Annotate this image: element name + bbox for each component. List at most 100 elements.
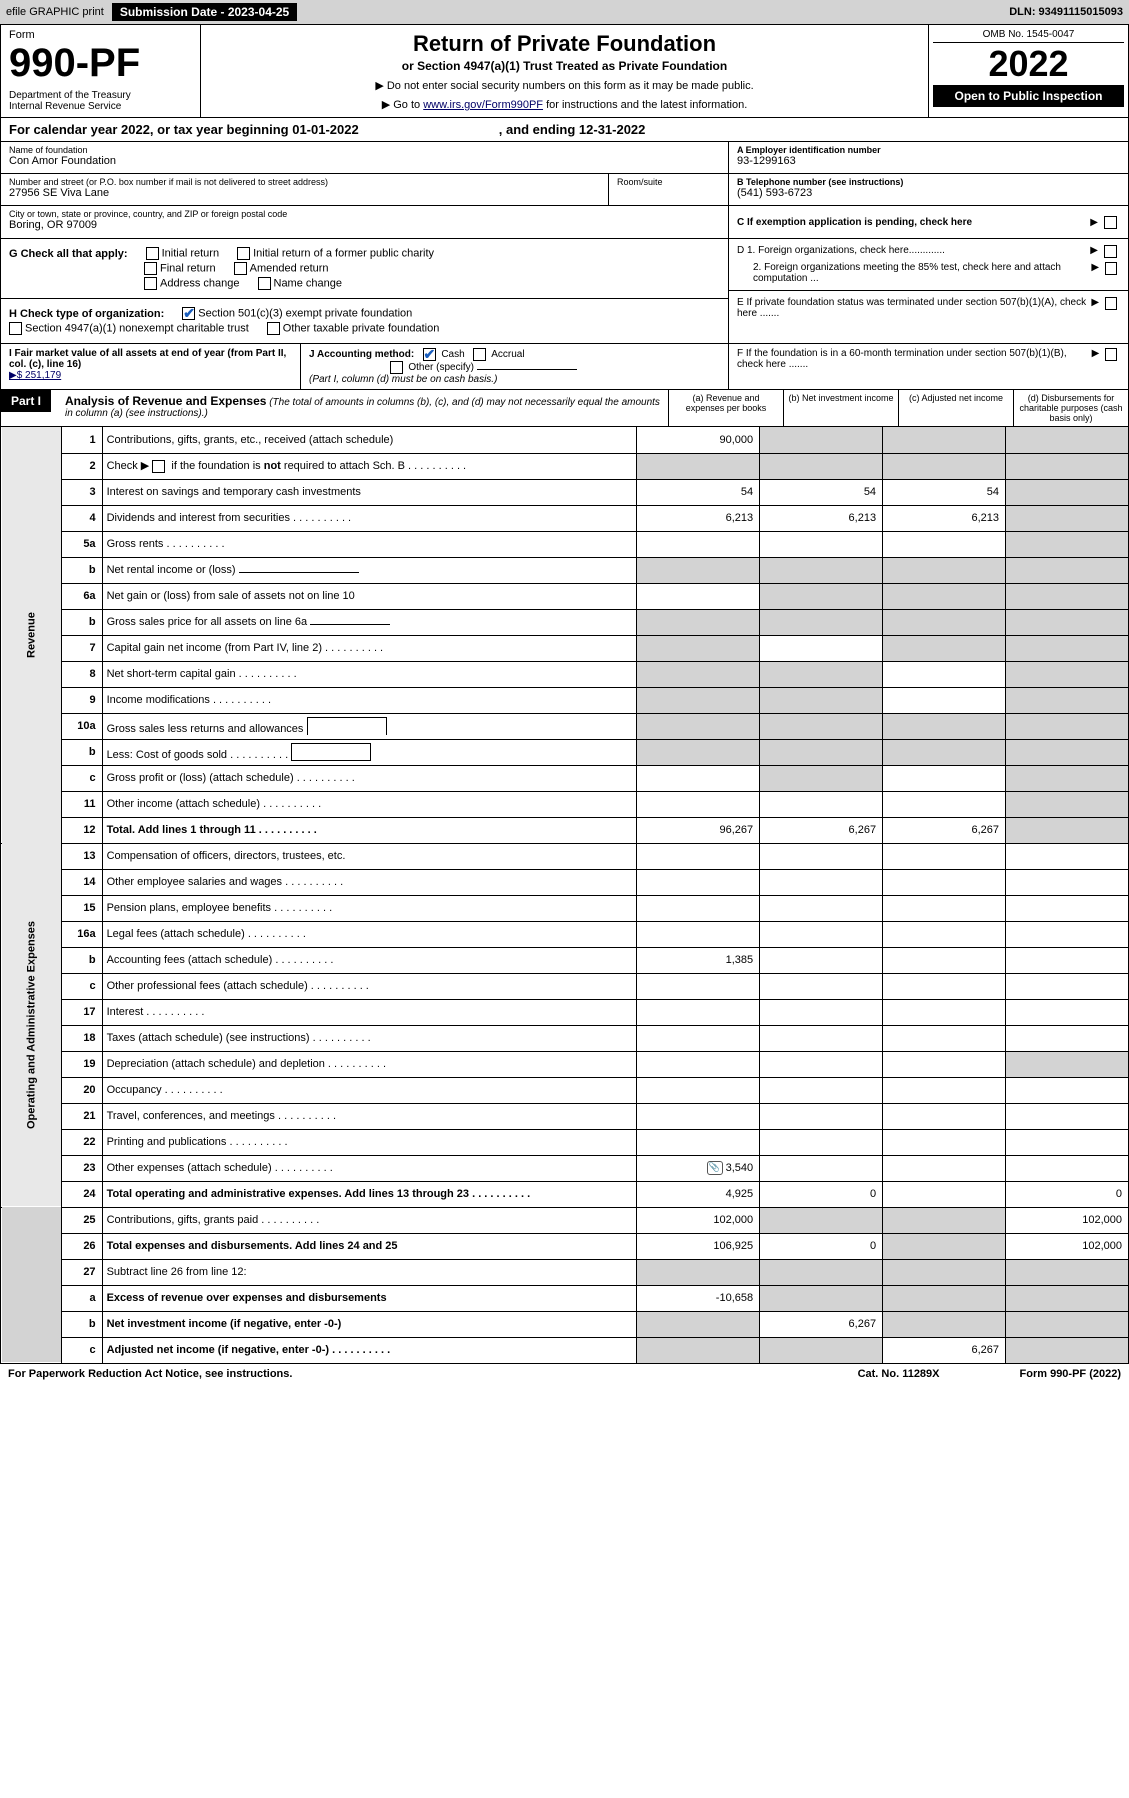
table-row: 11Other income (attach schedule) <box>1 791 1129 817</box>
table-row: 5aGross rents <box>1 531 1129 557</box>
exemption-pending-label: C If exemption application is pending, c… <box>737 217 972 228</box>
top-bar: efile GRAPHIC print Submission Date - 20… <box>0 0 1129 24</box>
accrual-cb[interactable] <box>473 348 486 361</box>
tax-year: 2022 <box>933 43 1124 85</box>
page-footer: For Paperwork Reduction Act Notice, see … <box>0 1364 1129 1384</box>
table-row: 8Net short-term capital gain <box>1 661 1129 687</box>
initial-return-cb[interactable] <box>146 247 159 260</box>
60month-cb[interactable] <box>1105 348 1117 361</box>
d2-label: 2. Foreign organizations meeting the 85%… <box>753 262 1091 284</box>
arrow-icon: ▶ <box>1091 262 1099 273</box>
name-label: Name of foundation <box>9 145 720 155</box>
form-ref: Form 990-PF (2022) <box>1020 1368 1121 1380</box>
g-label: G Check all that apply: <box>9 248 128 260</box>
d1-label: D 1. Foreign organizations, check here..… <box>737 245 945 256</box>
ssn-warning: ▶ Do not enter social security numbers o… <box>213 79 916 92</box>
other-method-cb[interactable] <box>390 361 403 374</box>
arrow-icon: ▶ <box>1090 217 1098 228</box>
terminated-cb[interactable] <box>1105 297 1117 310</box>
4947a1-cb[interactable] <box>9 322 22 335</box>
table-row: 6aNet gain or (loss) from sale of assets… <box>1 583 1129 609</box>
final-return-cb[interactable] <box>144 262 157 275</box>
ijf-row: I Fair market value of all assets at end… <box>0 344 1129 390</box>
table-row: 15Pension plans, employee benefits <box>1 895 1129 921</box>
table-row: 12Total. Add lines 1 through 1196,2676,2… <box>1 817 1129 843</box>
form-title: Return of Private Foundation <box>213 31 916 57</box>
initial-former-cb[interactable] <box>237 247 250 260</box>
table-row: bNet rental income or (loss) <box>1 557 1129 583</box>
foreign-org-cb[interactable] <box>1104 245 1117 258</box>
cat-no: Cat. No. 11289X <box>858 1368 940 1380</box>
fmv-value: ▶$ 251,179 <box>9 370 61 381</box>
part1-label: Part I <box>1 390 51 412</box>
phone-label: B Telephone number (see instructions) <box>737 177 1120 187</box>
phone-value: (541) 593-6723 <box>737 187 1120 199</box>
form-number: 990-PF <box>9 41 192 86</box>
cash-cb[interactable] <box>423 348 436 361</box>
expenses-side-label: Operating and Administrative Expenses <box>1 843 62 1207</box>
form-header: Form 990-PF Department of the Treasury I… <box>0 24 1129 118</box>
part1-title: Analysis of Revenue and Expenses <box>65 394 266 408</box>
table-row: 22Printing and publications <box>1 1129 1129 1155</box>
open-inspection: Open to Public Inspection <box>933 85 1124 107</box>
street-address: 27956 SE Viva Lane <box>9 187 600 199</box>
table-row: 21Travel, conferences, and meetings <box>1 1103 1129 1129</box>
table-row: 4Dividends and interest from securities6… <box>1 505 1129 531</box>
omb-number: OMB No. 1545-0047 <box>933 29 1124 43</box>
amended-return-cb[interactable] <box>234 262 247 275</box>
dln: DLN: 93491115015093 <box>1009 6 1123 18</box>
cal-end: , and ending 12-31-2022 <box>499 122 646 137</box>
arrow-icon: ▶ <box>1090 245 1098 256</box>
part1-header: Part I Analysis of Revenue and Expenses … <box>0 390 1129 427</box>
table-row: cGross profit or (loss) (attach schedule… <box>1 765 1129 791</box>
check-section: G Check all that apply: Initial return I… <box>0 239 1129 344</box>
address-change-cb[interactable] <box>144 277 157 290</box>
other-taxable-cb[interactable] <box>267 322 280 335</box>
exemption-checkbox[interactable] <box>1104 216 1117 229</box>
name-change-cb[interactable] <box>258 277 271 290</box>
table-row: cOther professional fees (attach schedul… <box>1 973 1129 999</box>
treasury-dept: Department of the Treasury Internal Reve… <box>9 90 192 112</box>
irs-link[interactable]: www.irs.gov/Form990PF <box>423 99 543 111</box>
j-note: (Part I, column (d) must be on cash basi… <box>309 374 497 385</box>
table-row: 16aLegal fees (attach schedule) <box>1 921 1129 947</box>
calendar-year-row: For calendar year 2022, or tax year begi… <box>0 118 1129 142</box>
revenue-side-label: Revenue <box>1 427 62 843</box>
table-row: aExcess of revenue over expenses and dis… <box>1 1285 1129 1311</box>
table-row: 14Other employee salaries and wages <box>1 869 1129 895</box>
form-subtitle: or Section 4947(a)(1) Trust Treated as P… <box>213 59 916 73</box>
501c3-cb[interactable] <box>182 307 195 320</box>
schb-cb[interactable] <box>152 460 165 473</box>
table-row: 17Interest <box>1 999 1129 1025</box>
paperwork-notice: For Paperwork Reduction Act Notice, see … <box>8 1368 292 1380</box>
attachment-icon[interactable]: 📎 <box>707 1161 723 1175</box>
col-c-head: (c) Adjusted net income <box>898 390 1013 426</box>
form-word: Form <box>9 29 192 41</box>
i-label: I Fair market value of all assets at end… <box>9 348 286 370</box>
table-row: 26Total expenses and disbursements. Add … <box>1 1233 1129 1259</box>
e-label: E If private foundation status was termi… <box>737 297 1091 319</box>
ein-value: 93-1299163 <box>737 155 1120 167</box>
room-label: Room/suite <box>617 177 720 187</box>
table-row: 25Contributions, gifts, grants paid102,0… <box>1 1207 1129 1233</box>
table-row: bNet investment income (if negative, ent… <box>1 1311 1129 1337</box>
goto-instructions: ▶ Go to www.irs.gov/Form990PF for instru… <box>213 98 916 111</box>
efile-label: efile GRAPHIC print <box>6 6 104 18</box>
j-label: J Accounting method: <box>309 349 414 360</box>
addr-label: Number and street (or P.O. box number if… <box>9 177 600 187</box>
table-row: 10aGross sales less returns and allowanc… <box>1 713 1129 739</box>
table-row: 23Other expenses (attach schedule)📎 3,54… <box>1 1155 1129 1181</box>
part1-table: Revenue 1Contributions, gifts, grants, e… <box>0 427 1129 1364</box>
city-state-zip: Boring, OR 97009 <box>9 219 720 231</box>
cal-begin: For calendar year 2022, or tax year begi… <box>9 122 359 137</box>
table-row: bGross sales price for all assets on lin… <box>1 609 1129 635</box>
arrow-icon: ▶ <box>1092 348 1100 359</box>
table-row: 20Occupancy <box>1 1077 1129 1103</box>
table-row: 2Check ▶ if the foundation is not requir… <box>1 453 1129 479</box>
ein-label: A Employer identification number <box>737 145 1120 155</box>
85pct-cb[interactable] <box>1105 262 1117 275</box>
table-row: 9Income modifications <box>1 687 1129 713</box>
table-row: Revenue 1Contributions, gifts, grants, e… <box>1 427 1129 453</box>
f-label: F If the foundation is in a 60-month ter… <box>737 348 1092 370</box>
foundation-name: Con Amor Foundation <box>9 155 720 167</box>
